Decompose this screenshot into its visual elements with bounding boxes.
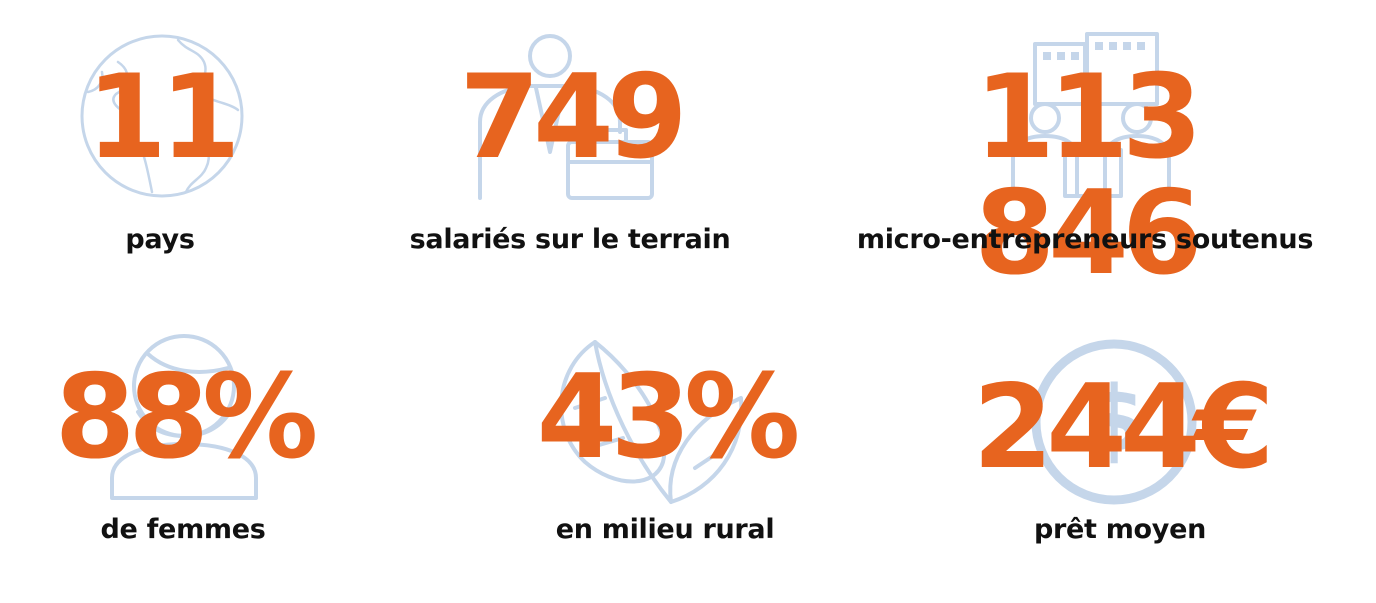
- leaf-icon: [545, 338, 745, 508]
- stat-value: 11: [86, 50, 240, 185]
- stat-employees: 749 salariés sur le terrain: [340, 0, 800, 300]
- stat-label: micro-entrepreneurs soutenus: [856, 224, 1314, 255]
- dollar-coin-icon: $: [1030, 338, 1198, 506]
- stat-rural: 43% en milieu rural: [435, 300, 895, 600]
- stat-label: prêt moyen: [1033, 514, 1207, 545]
- stat-value: 749: [459, 50, 687, 185]
- stat-countries: 11 pays: [0, 0, 390, 300]
- stat-entrepreneurs: 113 846 micro-entrepreneurs soutenus: [855, 0, 1315, 300]
- stat-value: 43%: [536, 350, 801, 485]
- woman-icon: [108, 332, 258, 502]
- stat-value: 113 846: [974, 50, 1202, 301]
- stat-label: salariés sur le terrain: [409, 224, 731, 255]
- stat-women: 88% de femmes: [0, 300, 413, 600]
- svg-text:$: $: [1083, 367, 1146, 472]
- people-buildings-icon: [1005, 32, 1180, 200]
- stat-label: de femmes: [100, 514, 266, 545]
- stat-value: 244€: [972, 360, 1275, 495]
- stat-label: pays: [125, 224, 195, 255]
- globe-icon: [78, 32, 246, 200]
- stat-average-loan: $ 244€ prêt moyen: [890, 300, 1350, 600]
- employee-briefcase-icon: [470, 32, 660, 202]
- stat-value: 88%: [54, 350, 319, 485]
- stat-label: en milieu rural: [555, 514, 775, 545]
